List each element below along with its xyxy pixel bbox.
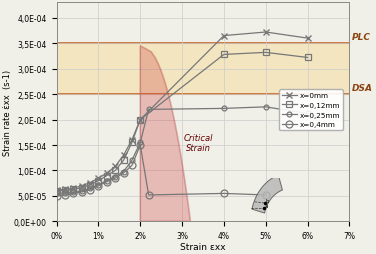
x=0,25mm bbox=[71, 190, 76, 194]
x=0,4mm bbox=[79, 190, 84, 194]
x=0,25mm bbox=[79, 189, 84, 193]
x=0mm bbox=[305, 37, 310, 40]
Polygon shape bbox=[140, 46, 191, 221]
x=0,12mm bbox=[54, 189, 59, 193]
x=0mm bbox=[71, 187, 76, 190]
Line: x=0,12mm: x=0,12mm bbox=[54, 50, 310, 194]
x=0,25mm bbox=[96, 183, 101, 186]
x=0mm bbox=[63, 188, 67, 191]
x=0,4mm bbox=[130, 164, 134, 167]
x=0mm bbox=[105, 172, 109, 175]
x=0,12mm bbox=[105, 174, 109, 178]
x=0,12mm bbox=[113, 169, 117, 172]
x=0,12mm bbox=[88, 183, 92, 186]
x=0mm bbox=[138, 119, 143, 122]
Text: b: b bbox=[266, 198, 269, 203]
x=0,4mm bbox=[146, 194, 151, 197]
x=0,25mm bbox=[138, 141, 143, 145]
x=0,4mm bbox=[113, 177, 117, 180]
x=0,12mm bbox=[96, 179, 101, 182]
x=0,12mm bbox=[121, 159, 126, 162]
x=0,25mm bbox=[264, 106, 268, 109]
x=0,25mm bbox=[113, 176, 117, 179]
x=0mm bbox=[88, 181, 92, 184]
x=0,25mm bbox=[88, 187, 92, 190]
Text: PLC: PLC bbox=[352, 33, 370, 41]
x=0mm bbox=[79, 184, 84, 187]
x=0,12mm bbox=[305, 57, 310, 60]
x=0,4mm bbox=[63, 194, 67, 197]
x=0mm bbox=[121, 154, 126, 157]
Y-axis label: Strain rate ε̇xx  (s-1): Strain rate ε̇xx (s-1) bbox=[3, 70, 12, 155]
x=0,12mm bbox=[130, 141, 134, 145]
x=0,12mm bbox=[71, 188, 76, 191]
x=0,25mm bbox=[305, 113, 310, 116]
Line: x=0mm: x=0mm bbox=[54, 30, 310, 193]
x=0mm bbox=[113, 165, 117, 168]
x=0,4mm bbox=[88, 188, 92, 192]
x=0,25mm bbox=[222, 107, 226, 110]
Legend: x=0mm, x=0,12mm, x=0,25mm, x=0,4mm: x=0mm, x=0,12mm, x=0,25mm, x=0,4mm bbox=[279, 90, 343, 131]
x=0,4mm bbox=[96, 184, 101, 187]
x=0mm bbox=[54, 188, 59, 192]
Text: a: a bbox=[265, 203, 268, 208]
x=0,12mm bbox=[264, 52, 268, 55]
x=0,4mm bbox=[264, 194, 268, 197]
Line: x=0,25mm: x=0,25mm bbox=[54, 105, 310, 196]
x=0mm bbox=[96, 177, 101, 180]
x=0,4mm bbox=[138, 144, 143, 147]
x=0,12mm bbox=[222, 54, 226, 57]
x=0mm bbox=[222, 35, 226, 38]
X-axis label: Strain εxx: Strain εxx bbox=[180, 242, 226, 250]
x=0,12mm bbox=[138, 119, 143, 122]
x=0,12mm bbox=[63, 189, 67, 192]
x=0,25mm bbox=[121, 170, 126, 173]
x=0,4mm bbox=[71, 192, 76, 195]
x=0,4mm bbox=[54, 195, 59, 198]
x=0,4mm bbox=[222, 192, 226, 195]
Bar bbox=[56, 44, 349, 95]
x=0,4mm bbox=[121, 172, 126, 175]
x=0mm bbox=[264, 31, 268, 34]
x=0,25mm bbox=[54, 192, 59, 195]
x=0,25mm bbox=[105, 179, 109, 182]
Polygon shape bbox=[252, 175, 282, 213]
x=0,12mm bbox=[79, 186, 84, 189]
x=0,4mm bbox=[105, 180, 109, 183]
Text: DSA: DSA bbox=[352, 83, 373, 92]
x=0,25mm bbox=[63, 192, 67, 195]
x=0,25mm bbox=[146, 108, 151, 112]
Text: Critical
Strain: Critical Strain bbox=[184, 133, 214, 153]
x=0mm bbox=[130, 139, 134, 142]
Line: x=0,4mm: x=0,4mm bbox=[53, 142, 269, 200]
x=0,25mm bbox=[130, 159, 134, 162]
